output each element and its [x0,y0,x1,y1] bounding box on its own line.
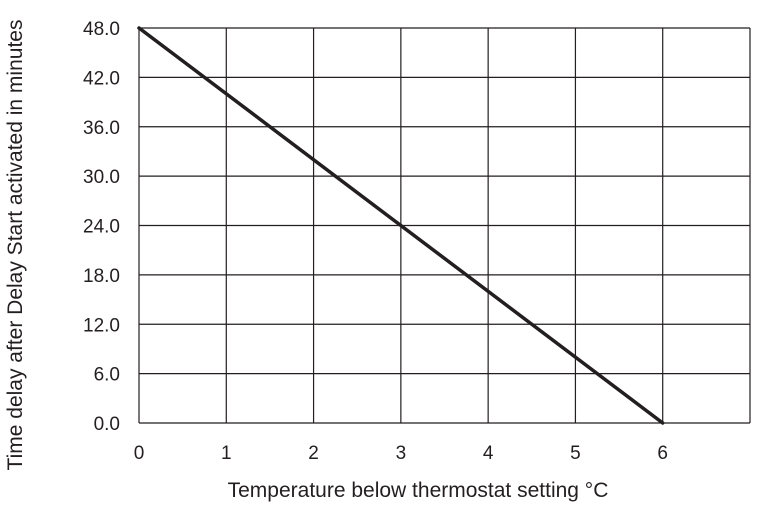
y-tick-labels: 48.0 42.0 36.0 30.0 24.0 18.0 12.0 6.0 0.0 [83,19,120,435]
y-tick-label: 24.0 [83,217,120,238]
x-tick-labels: 0 1 2 3 4 5 6 [134,443,668,464]
x-tick-label: 5 [570,443,581,464]
y-tick-label: 18.0 [83,266,120,287]
y-tick-label: 42.0 [83,68,120,89]
y-tick-label: 48.0 [83,19,120,40]
grid [138,27,751,424]
y-tick-label: 12.0 [83,315,120,336]
y-axis-label: Time delay after Delay Start activated i… [4,20,27,471]
x-tick-label: 4 [483,443,494,464]
x-tick-label: 1 [221,443,232,464]
y-tick-label: 30.0 [83,167,120,188]
x-tick-label: 6 [657,443,668,464]
series-layer [137,26,665,425]
x-tick-label: 3 [396,443,407,464]
x-axis-label: Temperature below thermostat setting °C [228,479,609,502]
x-tick-label: 0 [134,443,145,464]
y-tick-label: 0.0 [94,414,120,435]
y-tick-label: 36.0 [83,118,120,139]
series-line [137,26,665,425]
y-tick-label: 6.0 [94,365,120,386]
x-tick-label: 2 [308,443,319,464]
